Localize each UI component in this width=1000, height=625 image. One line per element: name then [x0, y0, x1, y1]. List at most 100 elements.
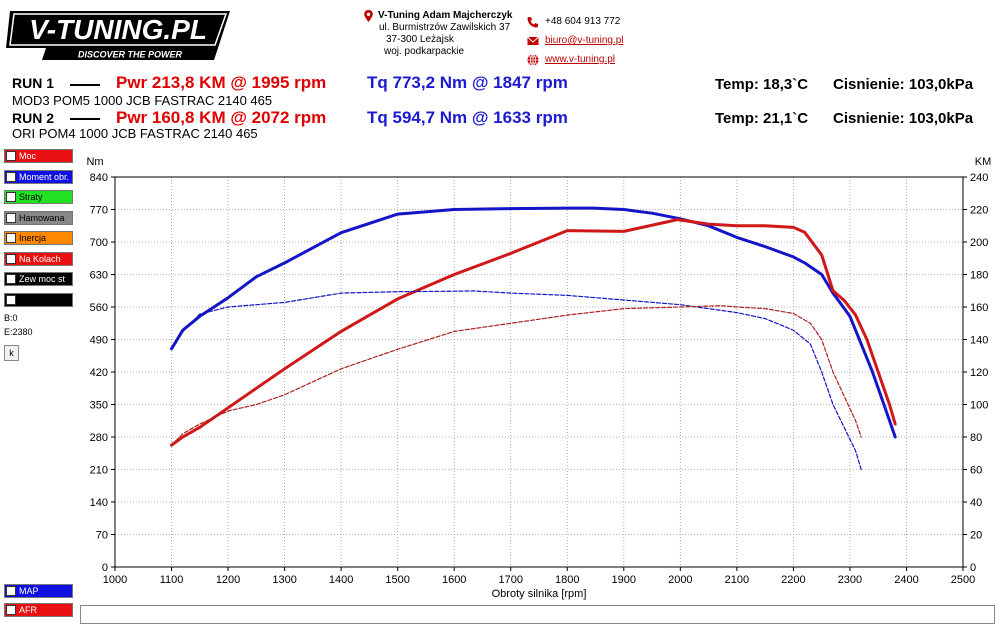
toggle-label: Zew moc st — [19, 274, 66, 284]
map-pin-icon — [364, 10, 373, 22]
toggle-label: MAP — [19, 586, 39, 596]
y-left-tick-label: 210 — [90, 465, 108, 477]
y-right-tick-label: 60 — [970, 465, 982, 477]
checkbox[interactable] — [6, 294, 16, 305]
y-right-tick-label: 140 — [970, 335, 988, 347]
address-line-3: woj. podkarpackie — [384, 46, 465, 57]
y-left-tick-label: 350 — [90, 400, 108, 412]
email-link[interactable]: biuro@v-tuning.pl — [545, 35, 624, 46]
svg-text:V-TUNING.PL: V-TUNING.PL — [29, 14, 207, 45]
toggle-moment-obr[interactable]: ✔ Moment obr. — [4, 169, 73, 184]
series-line-4 — [170, 305, 862, 446]
x-tick-label: 2300 — [838, 574, 862, 586]
y-left-tick-label: 140 — [90, 497, 108, 509]
y-left-tick-label: 420 — [90, 367, 108, 379]
x-tick-label: 2000 — [668, 574, 692, 586]
toggle-label: Inercja — [19, 233, 47, 243]
toggle-label: Hamowana — [19, 212, 65, 223]
x-tick-label: 2500 — [951, 574, 975, 586]
toggle-moc[interactable]: ✔ Moc — [4, 149, 73, 163]
y-right-tick-label: 20 — [970, 530, 982, 542]
x-tick-label: 1000 — [103, 574, 127, 586]
y-right-tick-label: 40 — [970, 497, 982, 509]
x-tick-label: 1500 — [385, 574, 409, 586]
run1-label: RUN 1 — [12, 75, 55, 91]
checkbox[interactable]: ✔ — [6, 171, 16, 182]
toggle-na-kolach[interactable]: Na Kolach — [4, 251, 73, 266]
checkbox[interactable]: ✔ — [6, 274, 16, 284]
y-right-tick-label: 100 — [970, 400, 988, 412]
run2-torque: Tq 594,7 Nm @ 1633 rpm — [367, 108, 568, 127]
y-left-tick-label: 840 — [90, 172, 108, 184]
y-right-tick-label: 220 — [970, 205, 988, 217]
run2-pressure: Cisnienie: 103,0kPa — [833, 110, 974, 127]
y-left-tick-label: 560 — [90, 302, 108, 314]
website-link[interactable]: www.v-tuning.pl — [545, 54, 616, 65]
address-line-1: ul. Burmistrzów Zawilskich 37 — [379, 22, 511, 33]
toggle-straty[interactable]: Straty — [4, 190, 73, 204]
company-address: V-Tuning Adam Majcherczyk ul. Burmistrzó… — [364, 10, 512, 58]
svg-text:DISCOVER THE POWER: DISCOVER THE POWER — [78, 50, 183, 60]
y-left-axis-label: Nm — [86, 156, 103, 168]
toggle-hamowana[interactable]: Hamowana — [4, 210, 73, 225]
k-button[interactable]: k — [4, 345, 19, 361]
x-tick-label: 1200 — [216, 574, 240, 586]
y-left-tick-label: 700 — [90, 237, 108, 249]
x-tick-label: 2100 — [725, 574, 749, 586]
y-left-tick-label: 0 — [102, 562, 108, 574]
toggle-label: Moment obr. — [19, 171, 70, 182]
checkbox[interactable] — [6, 586, 16, 596]
x-tick-label: 1800 — [555, 574, 579, 586]
checkbox[interactable] — [6, 605, 16, 615]
b-value: B:0 — [4, 313, 18, 323]
run2-description: ORI POM4 1000 JCB FASTRAC 2140 465 — [12, 126, 258, 141]
run1-power: Pwr 213,8 KM @ 1995 rpm — [116, 73, 327, 92]
x-tick-label: 1900 — [612, 574, 636, 586]
toggle-zew-moc-st[interactable]: ✔ Zew moc st — [4, 272, 73, 286]
v-tuning-logo: V-TUNING.PL DISCOVER THE POWER — [6, 11, 230, 60]
y-right-tick-label: 240 — [970, 172, 988, 184]
run1-temp: Temp: 18,3`C — [715, 76, 809, 93]
y-left-tick-label: 770 — [90, 205, 108, 217]
contact-info: +48 604 913 772 biuro@v-tuning.pl www.v-… — [527, 12, 624, 69]
bottom-status-box — [80, 605, 995, 624]
y-right-tick-label: 80 — [970, 432, 982, 444]
run2-line-marker — [70, 118, 100, 120]
series-line-2 — [170, 218, 897, 447]
toggle-label: AFR — [19, 605, 37, 615]
x-tick-label: 1100 — [160, 574, 184, 586]
mail-icon — [527, 36, 539, 45]
toggle-empty-7[interactable] — [4, 292, 73, 307]
run2-power: Pwr 160,8 KM @ 2072 rpm — [116, 108, 327, 127]
checkbox[interactable] — [6, 253, 16, 264]
y-left-tick-label: 280 — [90, 432, 108, 444]
globe-icon — [527, 53, 539, 66]
run1-torque: Tq 773,2 Nm @ 1847 rpm — [367, 73, 568, 92]
run1-line-marker — [70, 84, 100, 86]
run2-temp: Temp: 21,1`C — [715, 110, 809, 127]
series-line-1 — [170, 206, 897, 439]
run2-label: RUN 2 — [12, 110, 55, 126]
y-right-tick-label: 0 — [970, 562, 976, 574]
toggle-afr[interactable]: AFR — [4, 603, 73, 617]
y-right-tick-label: 120 — [970, 367, 988, 379]
toggle-inercja[interactable]: Inercja — [4, 231, 73, 245]
checkbox[interactable] — [6, 192, 16, 202]
x-tick-label: 1400 — [329, 574, 353, 586]
y-right-tick-label: 160 — [970, 302, 988, 314]
phone-icon — [527, 16, 538, 27]
x-tick-label: 1600 — [442, 574, 466, 586]
e-value: E:2380 — [4, 327, 33, 337]
toggle-map[interactable]: MAP — [4, 584, 73, 598]
x-tick-label: 2400 — [894, 574, 918, 586]
checkbox[interactable]: ✔ — [6, 151, 16, 161]
checkbox[interactable] — [6, 233, 16, 243]
run1-description: MOD3 POM5 1000 JCB FASTRAC 2140 465 — [12, 93, 273, 108]
x-tick-label: 1700 — [498, 574, 522, 586]
y-right-tick-label: 180 — [970, 270, 988, 282]
checkbox[interactable] — [6, 212, 16, 223]
series-line-3 — [170, 290, 862, 471]
address-line-2: 37-300 Leżajsk — [386, 34, 454, 45]
y-left-tick-label: 630 — [90, 270, 108, 282]
